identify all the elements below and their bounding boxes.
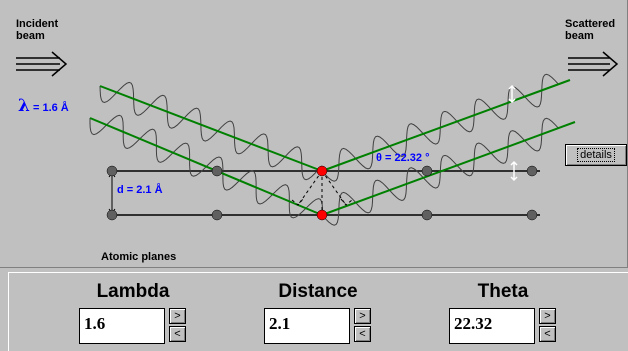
distance-input[interactable]: 2.1 [264, 308, 350, 344]
lambda-symbol: λ [18, 96, 30, 116]
incident-beam-1 [99, 85, 323, 172]
incident-arrow-icon [16, 51, 68, 77]
theta-increase-button[interactable]: > [539, 308, 556, 324]
atom [526, 165, 538, 177]
theta-decrease-button[interactable]: < [539, 326, 556, 342]
distance-increase-button[interactable]: > [354, 308, 371, 324]
atom [421, 165, 433, 177]
distance-decrease-button[interactable]: < [354, 326, 371, 342]
atom [211, 165, 223, 177]
wave-incident-2 [89, 114, 323, 219]
atom [211, 209, 223, 221]
details-button[interactable]: details [565, 144, 627, 166]
scattered-beam-2 [321, 121, 576, 216]
details-button-label: details [577, 148, 615, 162]
incident-beam-label: Incident beam [16, 18, 59, 42]
atom [106, 165, 118, 177]
d-spacing-annotation: d = 2.1 Å [117, 184, 163, 196]
atomic-planes-label: Atomic planes [101, 251, 177, 263]
scattered-arrow-icon [568, 51, 619, 77]
lambda-decrease-button[interactable]: < [169, 326, 186, 342]
d-spacing-marker [108, 172, 116, 214]
lambda-increase-button[interactable]: > [169, 308, 186, 324]
diffraction-canvas: Incident beam Scattered beam Atomic plan… [0, 0, 628, 268]
atom [526, 209, 538, 221]
theta-input[interactable]: 22.32 [449, 308, 535, 344]
wave-incident-1 [99, 81, 323, 181]
lambda-input[interactable]: 1.6 [79, 308, 165, 344]
theta-title: Theta [477, 281, 529, 302]
scattered-beam-1 [321, 79, 571, 172]
lambda-annotation: λ = 1.6 Å [18, 96, 69, 116]
distance-title: Distance [278, 281, 358, 302]
diffraction-drawing [16, 51, 619, 226]
atom [106, 209, 118, 221]
incident-beam-2 [89, 117, 323, 216]
amplitude-marker-icon [508, 84, 518, 182]
lambda-annotation-text: = 1.6 Å [32, 102, 69, 114]
atom [421, 209, 433, 221]
path-difference-lines [291, 170, 353, 215]
scattering-atom [316, 209, 328, 221]
scattering-atom [316, 165, 328, 177]
scattered-beam-label: Scattered beam [565, 18, 616, 42]
theta-annotation: θ = 22.32 ° [376, 152, 430, 164]
controls-panel: Lambda 1.6 > < Distance 2.1 > < Theta 22… [8, 272, 628, 351]
lambda-title: Lambda [96, 281, 170, 302]
atoms [106, 165, 538, 221]
